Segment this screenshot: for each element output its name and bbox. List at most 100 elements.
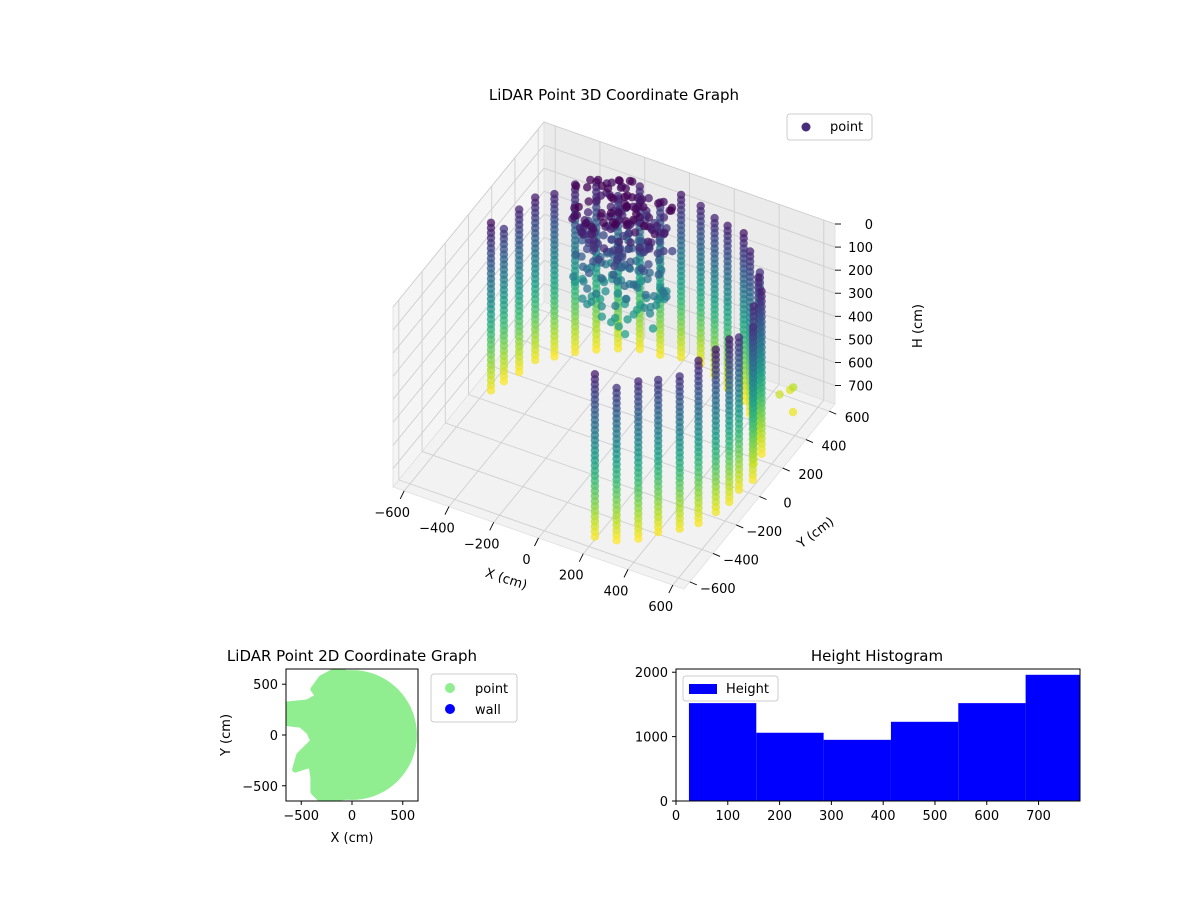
chart-3d-point <box>592 289 601 298</box>
chart-3d-point <box>607 318 616 327</box>
chart-3d-point <box>637 237 646 246</box>
chart-3d-point <box>586 175 595 185</box>
chart-3d-title: LiDAR Point 3D Coordinate Graph <box>489 86 739 104</box>
chart-3d: LiDAR Point 3D Coordinate Graph −600 −400… <box>374 86 926 615</box>
chart-3d-point <box>594 255 603 264</box>
chart-2d-xtick-label: 0 <box>348 809 356 824</box>
chart-3d-point <box>654 270 663 279</box>
chart-3d-point <box>583 183 592 192</box>
chart-2d-xtick-label: 500 <box>390 809 415 824</box>
chart-3d-ytick <box>829 410 837 415</box>
chart-histogram-legend: Height <box>682 675 779 702</box>
chart-3d-xtick <box>399 490 405 500</box>
chart-3d-point <box>616 263 626 272</box>
chart-3d-ztick-label: 300 <box>848 287 873 302</box>
chart-3d-point <box>593 175 603 185</box>
chart-3d-point <box>614 208 623 217</box>
chart-2d-legend: point wall <box>430 673 518 723</box>
chart-3d-point <box>645 244 654 253</box>
chart-histogram-bar <box>1025 674 1080 801</box>
chart-3d-point <box>788 407 798 417</box>
chart-2d-legend-label-wall: wall <box>475 703 501 718</box>
chart-3d-point <box>644 260 653 269</box>
chart-3d-ztick-label: 100 <box>848 241 873 256</box>
chart-3d-point <box>711 507 720 517</box>
chart-3d-point <box>621 184 630 193</box>
chart-3d-point <box>515 367 524 377</box>
chart-3d-point <box>610 261 619 271</box>
chart-3d-ztick-label: 0 <box>865 218 873 233</box>
chart-3d-point <box>653 249 662 258</box>
chart-3d-ticks: −600−400−2000200400600−600−400−200020040… <box>374 218 873 615</box>
chart-histogram-title: Height Histogram <box>811 647 943 665</box>
chart-2d-xtick-label: −500 <box>283 809 319 824</box>
chart-3d-ztick-label: 200 <box>848 264 873 279</box>
chart-3d-ytick-label: −200 <box>746 525 782 540</box>
chart-3d-point <box>623 315 632 324</box>
chart-3d-ytick <box>759 496 767 500</box>
chart-3d-point <box>613 289 622 298</box>
chart-3d-point <box>757 449 766 458</box>
chart-3d-point <box>635 243 644 252</box>
chart-3d-point <box>655 255 664 265</box>
chart-3d-ytick-label: 0 <box>783 497 791 512</box>
chart-3d-point <box>650 229 659 239</box>
chart-3d-point <box>634 534 643 543</box>
chart-3d-point <box>620 330 630 339</box>
chart-2d-point-cloud <box>286 669 417 801</box>
chart-3d-point <box>597 312 607 321</box>
chart-3d-point <box>606 208 616 218</box>
chart-3d-gridline-z <box>543 144 836 248</box>
chart-3d-xtick-label: 200 <box>559 569 584 584</box>
chart-2d-xlabel: X (cm) <box>331 831 374 846</box>
chart-histogram-xtick-label: 500 <box>923 809 948 824</box>
chart-histogram-bar <box>688 703 757 801</box>
chart-histogram-legend-box <box>682 675 779 702</box>
chart-3d-xtick-label: −400 <box>419 522 455 537</box>
chart-2d-ytick-label: 500 <box>253 678 278 693</box>
chart-3d-point <box>531 355 540 365</box>
chart-3d-point <box>582 219 591 228</box>
chart-3d-xtick <box>578 553 584 562</box>
chart-histogram-plot: 0 100 200 300 400 500 600 700 0 1000 2000 <box>635 666 1081 824</box>
chart-3d-point <box>550 352 559 361</box>
chart-3d-point <box>590 532 600 541</box>
chart-3d-point <box>656 350 665 359</box>
chart-3d-point <box>486 386 496 395</box>
chart-3d-point <box>748 475 757 485</box>
chart-histogram-xtick-label: 300 <box>819 809 844 824</box>
chart-3d-point <box>640 221 649 231</box>
chart-3d-point <box>625 176 635 186</box>
chart-histogram-xtick-label: 0 <box>672 809 680 824</box>
chart-3d-point <box>626 238 635 247</box>
chart-3d-point <box>775 390 784 399</box>
chart-3d-point <box>592 345 601 354</box>
chart-3d-gridline-z <box>543 121 836 225</box>
chart-3d-ytick <box>736 524 744 529</box>
chart-3d-gridline-z <box>543 167 836 271</box>
chart-3d-gridline-y <box>398 479 690 583</box>
chart-3d-point <box>611 301 620 311</box>
chart-2d-ytick-label: −500 <box>242 780 278 795</box>
chart-3d-points <box>486 175 798 545</box>
chart-3d-point <box>622 202 631 212</box>
chart-3d-point <box>640 303 649 312</box>
chart-3d-point <box>584 197 593 206</box>
chart-histogram-xtick-label: 200 <box>767 809 792 824</box>
chart-3d-point <box>569 272 578 281</box>
chart-3d-point <box>597 274 606 283</box>
chart-histogram-xtick-label: 700 <box>1026 809 1051 824</box>
chart-3d-ztick-label: 700 <box>848 380 873 395</box>
chart-3d-ytick <box>782 467 790 472</box>
chart-3d-point <box>666 206 676 215</box>
chart-3d-point <box>614 322 623 331</box>
chart-3d-ytick-label: −600 <box>700 582 736 597</box>
chart-3d-legend-marker <box>801 122 811 132</box>
chart-3d-ytick-label: −400 <box>723 553 759 568</box>
chart-3d-legend: point <box>786 113 873 141</box>
chart-3d-xtick-label: 400 <box>604 584 629 599</box>
chart-3d-point <box>590 243 599 253</box>
chart-3d-point <box>596 212 606 221</box>
chart-3d-point <box>644 194 653 203</box>
